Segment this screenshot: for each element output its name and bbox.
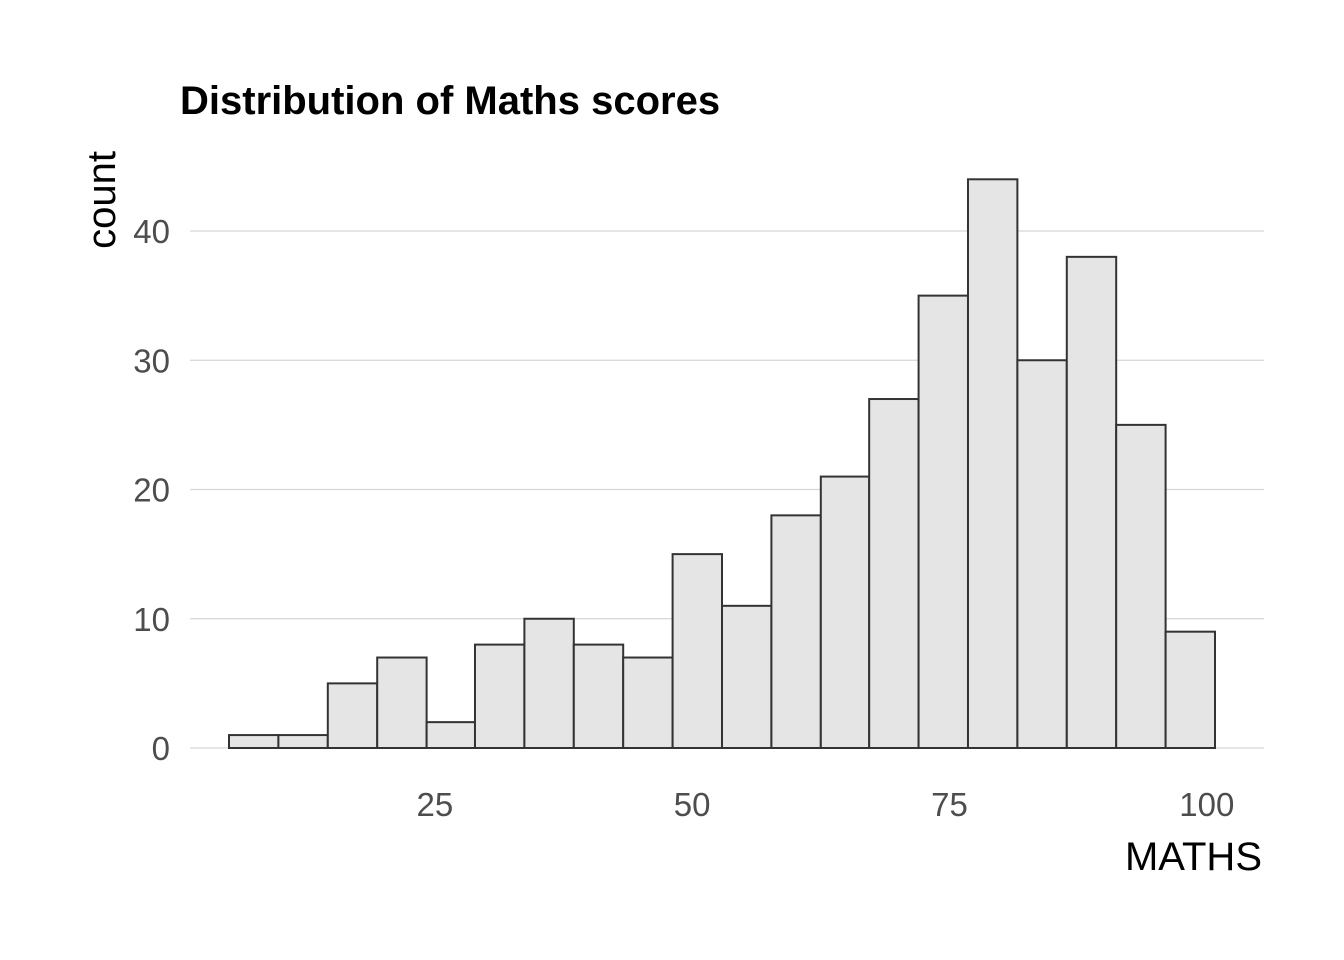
x-tick-label: 50 (674, 786, 711, 823)
x-axis-ticks: 25 50 75 100 (416, 786, 1234, 823)
histogram-bar (326, 682, 379, 749)
x-tick-label: 100 (1179, 786, 1234, 823)
x-axis-title: MATHS (1125, 835, 1262, 879)
y-tick-label: 10 (133, 601, 170, 638)
histogram-bar (277, 734, 329, 750)
y-tick-label: 0 (152, 730, 170, 767)
chart-title: Distribution of Maths scores (180, 79, 720, 123)
x-tick-label: 25 (416, 786, 453, 823)
histogram-bar (721, 604, 773, 750)
histogram-bar (1065, 255, 1118, 749)
histogram-bar (425, 721, 476, 750)
histogram-bar (1164, 630, 1216, 749)
histogram-bar (868, 398, 920, 749)
y-tick-label: 30 (133, 342, 170, 379)
y-tick-label: 20 (133, 472, 170, 509)
histogram-bar (1016, 359, 1068, 749)
histogram-bar (966, 178, 1019, 750)
histogram-bar (770, 514, 822, 749)
histogram-bar (1115, 423, 1167, 749)
y-axis-ticks: 0 10 20 30 40 (133, 213, 170, 767)
histogram-bar (523, 617, 575, 749)
y-tick-label: 40 (133, 213, 170, 250)
histogram-bar (917, 294, 969, 749)
histogram-bar (376, 656, 428, 750)
y-axis-title: count (80, 151, 124, 249)
x-tick-label: 75 (931, 786, 968, 823)
histogram-bar (228, 734, 280, 750)
histogram-bar (819, 475, 871, 749)
histogram-bars (228, 178, 1216, 750)
histogram-bar (473, 643, 526, 749)
histogram-bar (671, 553, 724, 749)
histogram-bar (622, 656, 674, 750)
histogram-bar (572, 643, 625, 749)
